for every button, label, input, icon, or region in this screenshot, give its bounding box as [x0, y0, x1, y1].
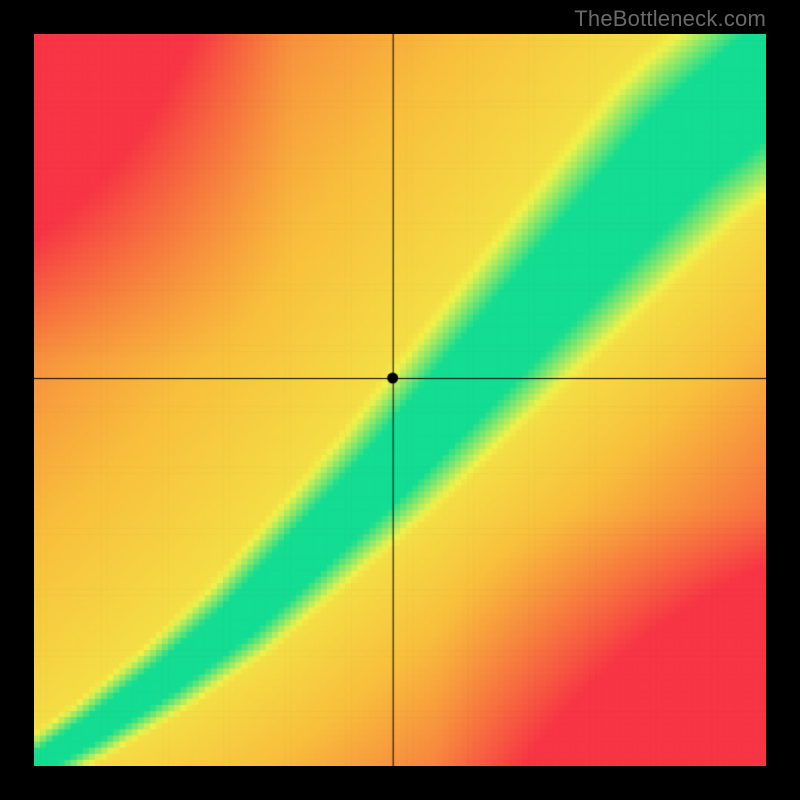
- watermark-text: TheBottleneck.com: [574, 6, 766, 32]
- bottleneck-heatmap: [34, 34, 766, 766]
